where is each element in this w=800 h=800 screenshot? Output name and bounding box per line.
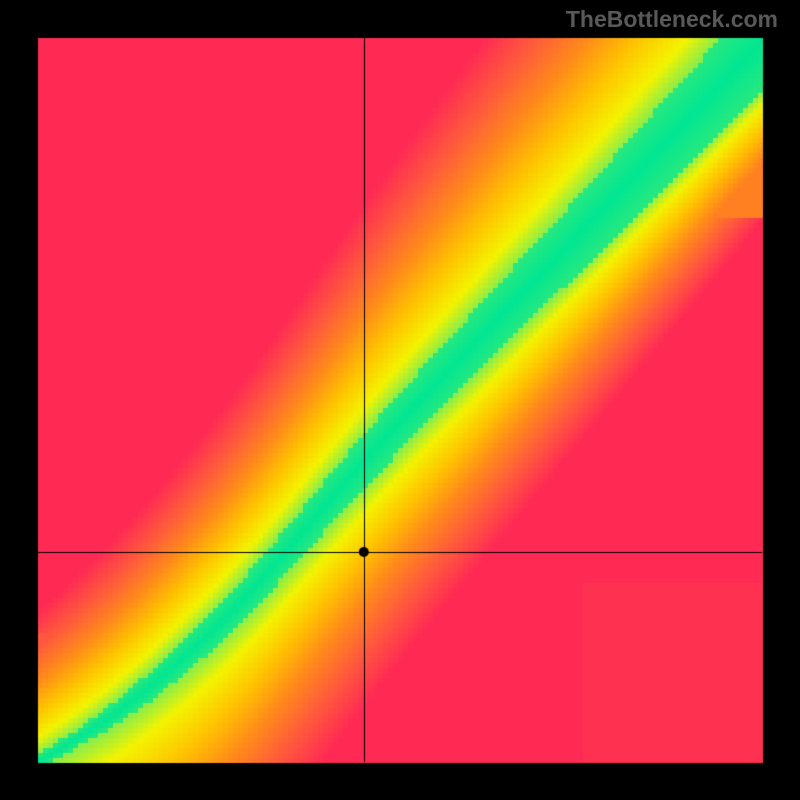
chart-container: TheBottleneck.com [0, 0, 800, 800]
bottleneck-heatmap-canvas [0, 0, 800, 800]
source-watermark: TheBottleneck.com [566, 6, 778, 33]
